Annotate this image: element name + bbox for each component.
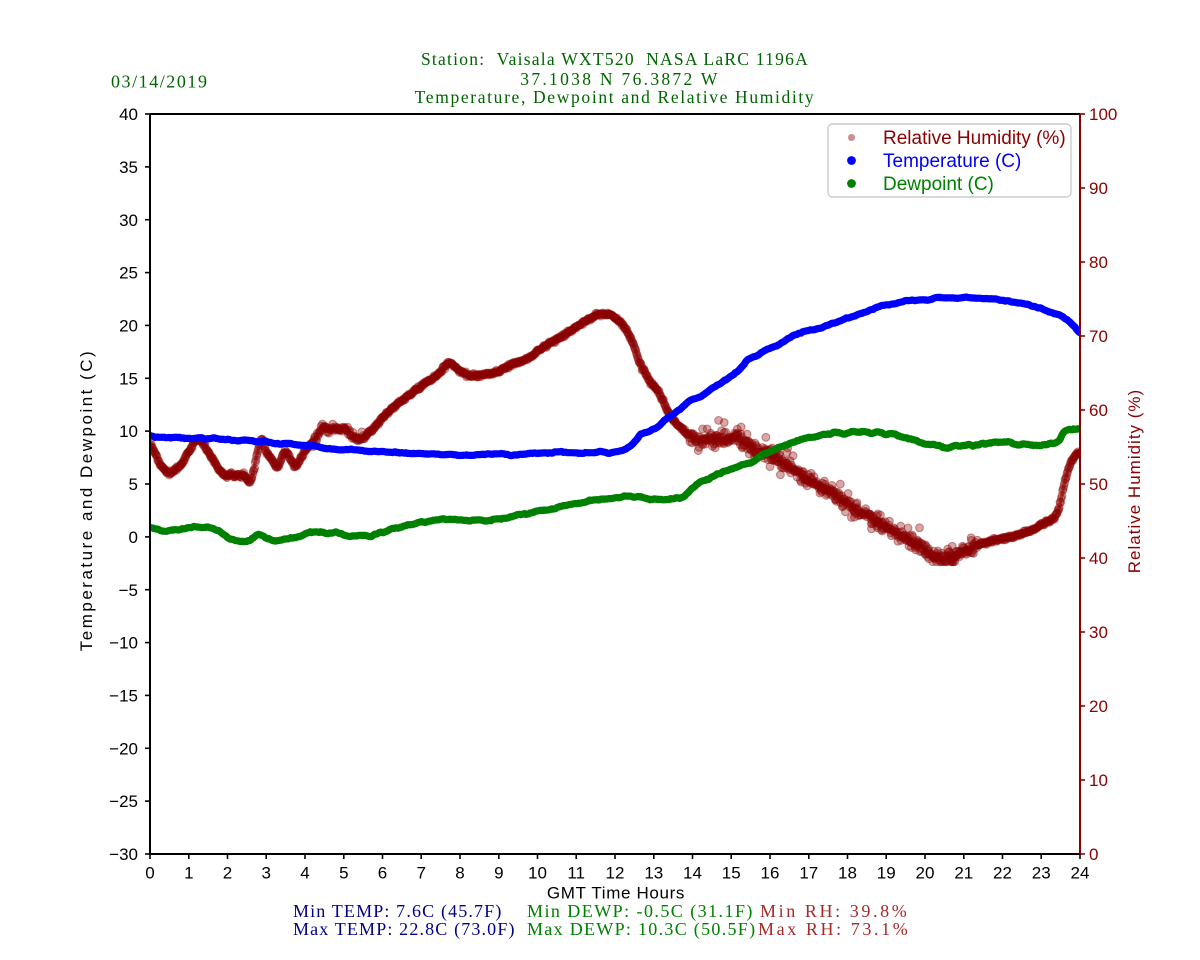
svg-text:GMT Time Hours: GMT Time Hours [547,884,685,903]
svg-text:−20: −20 [109,739,138,758]
svg-text:−30: −30 [109,845,138,864]
svg-text:90: 90 [1089,179,1108,198]
svg-text:40: 40 [1089,549,1108,568]
svg-text:Relative Humidity (%): Relative Humidity (%) [883,128,1066,149]
svg-text:Relative Humidity (%): Relative Humidity (%) [1125,389,1144,573]
svg-text:20: 20 [1089,697,1108,716]
svg-text:8: 8 [455,864,464,883]
svg-text:−25: −25 [109,792,138,811]
svg-text:−5: −5 [119,581,138,600]
svg-text:0: 0 [1089,845,1098,864]
svg-text:16: 16 [761,864,780,883]
svg-text:0: 0 [145,864,154,883]
svg-text:Max RH: 73.1%: Max RH: 73.1% [758,919,910,939]
svg-text:35: 35 [119,158,138,177]
svg-text:15: 15 [119,369,138,388]
svg-text:Temperature, Dewpoint and Rela: Temperature, Dewpoint and Relative Humid… [415,87,816,107]
svg-text:19: 19 [877,864,896,883]
svg-text:15: 15 [722,864,741,883]
svg-text:14: 14 [683,864,702,883]
svg-text:Temperature and Dewpoint (C): Temperature and Dewpoint (C) [77,349,96,651]
svg-text:11: 11 [567,864,585,883]
svg-text:12: 12 [606,864,625,883]
svg-text:30: 30 [119,211,138,230]
svg-text:Temperature (C): Temperature (C) [883,151,1021,172]
svg-text:18: 18 [838,864,857,883]
svg-text:80: 80 [1089,253,1108,272]
svg-text:Station: Vaisala WXT520 NASA: Station: Vaisala WXT520 NASA LaRC 1196A [421,49,809,69]
svg-text:3: 3 [261,864,270,883]
svg-text:5: 5 [129,475,138,494]
svg-text:2: 2 [223,864,232,883]
svg-text:100: 100 [1089,105,1117,124]
svg-text:23: 23 [1032,864,1051,883]
svg-text:03/14/2019: 03/14/2019 [111,72,209,92]
svg-text:60: 60 [1089,401,1108,420]
svg-text:4: 4 [300,864,309,883]
svg-text:5: 5 [339,864,348,883]
svg-text:70: 70 [1089,327,1108,346]
svg-text:10: 10 [528,864,547,883]
svg-text:20: 20 [119,317,138,336]
svg-text:24: 24 [1071,864,1090,883]
svg-text:6: 6 [378,864,387,883]
svg-text:Max DEWP: 10.3C (50.5F): Max DEWP: 10.3C (50.5F) [527,919,756,940]
svg-text:7: 7 [416,864,425,883]
svg-text:25: 25 [119,264,138,283]
svg-text:Min RH: 39.8%: Min RH: 39.8% [760,901,909,921]
svg-text:50: 50 [1089,475,1108,494]
svg-text:Max TEMP: 22.8C (73.0F): Max TEMP: 22.8C (73.0F) [293,919,516,940]
svg-text:−15: −15 [109,687,138,706]
svg-text:40: 40 [119,105,138,124]
svg-text:9: 9 [494,864,503,883]
svg-text:10: 10 [119,422,138,441]
svg-text:21: 21 [954,864,973,883]
svg-text:17: 17 [799,864,818,883]
svg-text:37.1038 N 76.3872 W: 37.1038 N 76.3872 W [520,69,719,89]
svg-text:1: 1 [184,864,193,883]
svg-text:13: 13 [644,864,663,883]
svg-text:22: 22 [993,864,1012,883]
svg-text:0: 0 [129,528,138,547]
svg-text:Dewpoint (C): Dewpoint (C) [883,174,994,195]
svg-text:30: 30 [1089,623,1108,642]
svg-text:20: 20 [916,864,935,883]
svg-text:10: 10 [1089,771,1108,790]
svg-text:−10: −10 [109,634,138,653]
